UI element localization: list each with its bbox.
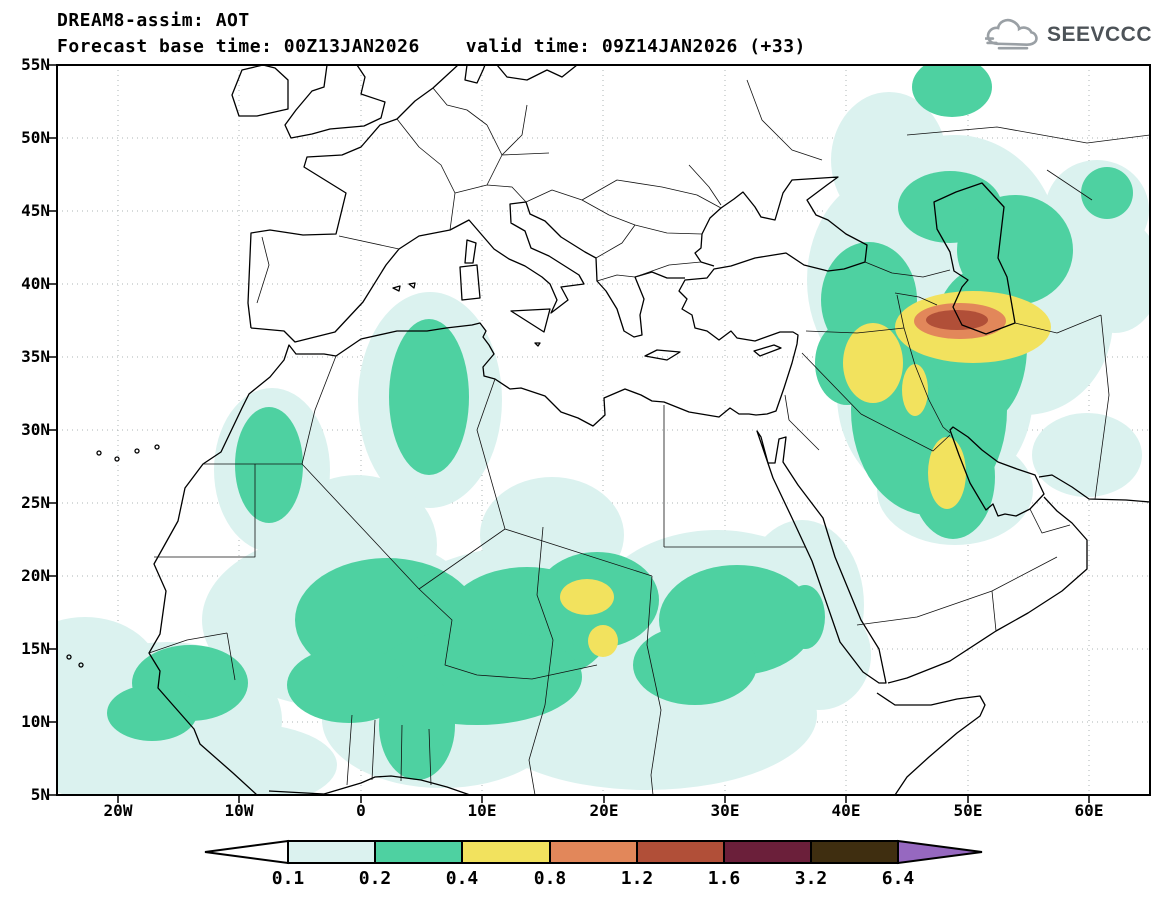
logo-text: SEEVCCC [1046,23,1152,46]
lat-tick-label: 35N [21,347,50,366]
chart-subtitle: Forecast base time: 00Z13JAN2026 valid ti… [57,34,806,60]
legend-colorbar [204,839,983,865]
valid-time: valid time: 09Z14JAN2026 (+33) [465,36,806,57]
axis-ticks [49,64,1090,803]
chart-title: DREAM8-assim: AOT [57,10,250,31]
lat-tick-label: 55N [21,55,50,74]
country-borders [148,79,1150,795]
lon-tick-label: 60E [1074,801,1104,820]
header: DREAM8-assim: AOT Forecast base time: 00… [57,8,806,60]
lat-tick-label: 40N [21,274,50,293]
lat-tick-label: 15N [21,639,50,658]
map-plot [47,55,1160,809]
legend-box-0.2-0.4 [374,840,463,864]
lon-tick-label: 0 [356,801,366,820]
coastlines [66,65,1150,795]
seevccc-logo: SEEVCCC [984,16,1152,54]
lon-tick-label: 10W [224,801,254,820]
forecast-base-time: Forecast base time: 00Z13JAN2026 [57,36,420,57]
lat-tick-label: 50N [21,128,50,147]
lat-tick-label: 45N [21,201,50,220]
map-frame [49,64,1151,803]
legend-arrow-below-min [204,839,289,865]
lon-tick-label: 40E [831,801,861,820]
lat-tick-label: 30N [21,420,50,439]
legend-box-1.6-3.2 [723,840,812,864]
legend-box-3.2-6.4 [810,840,899,864]
aot-contours-level-1.2 [926,310,988,330]
lon-tick-label: 20E [589,801,619,820]
map-svg [49,64,1151,803]
legend-value: 0.2 [358,868,392,889]
legend-value: 1.6 [707,868,741,889]
legend-value: 1.2 [620,868,654,889]
legend-box-1.2-1.6 [636,840,725,864]
legend-value: 0.8 [533,868,567,889]
legend-value: 6.4 [881,868,915,889]
lon-tick-label: 20W [103,801,133,820]
lon-tick-label: 30E [710,801,740,820]
legend-value: 0.1 [271,868,305,889]
legend-value: 3.2 [794,868,828,889]
lon-tick-label: 50E [953,801,983,820]
cloud-icon [984,18,1038,50]
lat-tick-label: 10N [21,712,50,731]
lat-tick-label: 5N [30,785,50,804]
legend-box-0.4-0.8 [461,840,551,864]
legend-value: 0.4 [445,868,479,889]
legend-arrow-above-max [897,839,983,865]
legend-box-0.8-1.2 [549,840,638,864]
lat-tick-label: 20N [21,566,50,585]
legend-box-0.1-0.2 [287,840,376,864]
lon-tick-label: 10E [467,801,497,820]
lat-tick-label: 25N [21,493,50,512]
